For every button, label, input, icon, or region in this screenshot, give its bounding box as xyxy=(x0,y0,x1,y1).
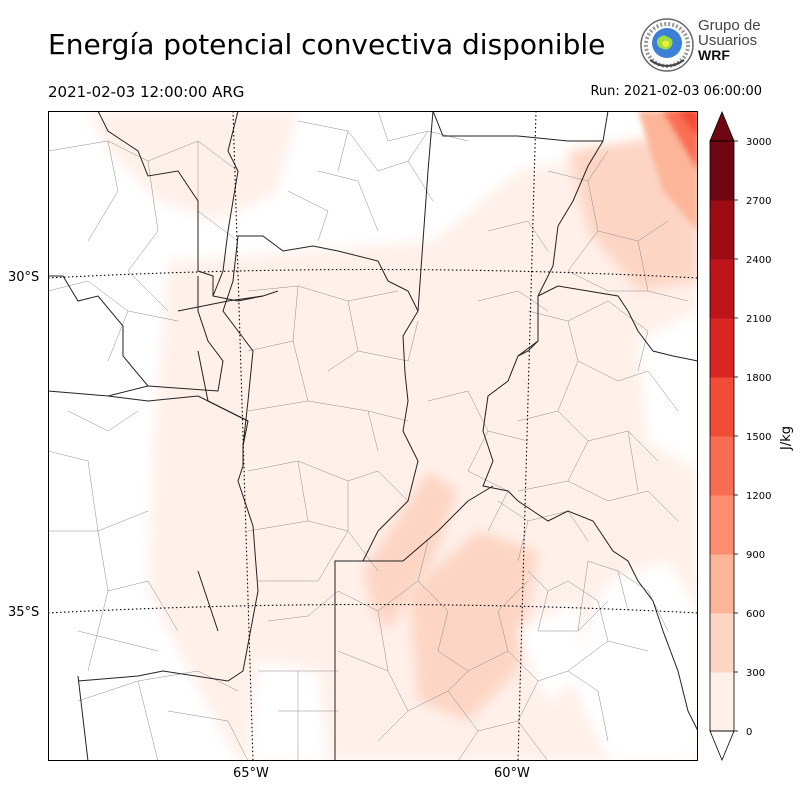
department-borders xyxy=(48,111,689,761)
colorbar-tick-label: 2100 xyxy=(746,314,771,325)
logo-line-1: Grupo de xyxy=(698,17,761,34)
lon-label-60w: 60°W xyxy=(494,766,530,781)
colorbar-bin xyxy=(710,259,734,319)
globe-seal-icon xyxy=(640,18,694,72)
logo-text: Grupo de Usuarios WRF xyxy=(698,18,761,63)
run-time: Run: 2021-02-03 06:00:00 xyxy=(590,84,762,99)
colorbar-extend-max xyxy=(709,110,735,142)
graticule-lat-30s xyxy=(48,268,698,279)
colorbar-bin xyxy=(710,554,734,614)
colorbar-bin xyxy=(710,613,734,673)
colorbar-unit: J/kg xyxy=(779,426,794,451)
colorbar-bin xyxy=(710,377,734,437)
colorbar-tick-label: 0 xyxy=(746,727,752,738)
valid-time: 2021-02-03 12:00:00 ARG xyxy=(48,83,245,101)
colorbar-tick-label: 1800 xyxy=(746,373,771,384)
lat-label-30s: 30°S xyxy=(8,270,40,285)
colorbar-bin xyxy=(710,672,734,732)
colorbar-tick-label: 2400 xyxy=(746,255,771,266)
graticule-lon-65w xyxy=(232,111,254,761)
colorbar-tick-label: 2700 xyxy=(746,196,771,207)
colorbar-bin xyxy=(710,318,734,378)
colorbar-bin xyxy=(710,141,734,201)
map-frame xyxy=(48,111,698,761)
colorbar-extend-min xyxy=(709,730,735,762)
graticule xyxy=(48,111,698,761)
colorbar-bin xyxy=(710,436,734,496)
colorbar-bin xyxy=(710,495,734,555)
colorbar-tick-label: 1500 xyxy=(746,432,771,443)
colorbar-bin xyxy=(710,200,734,260)
lat-label-35s: 35°S xyxy=(8,605,40,620)
logo-line-3: WRF xyxy=(698,47,730,63)
graticule-lon-60w xyxy=(517,111,537,761)
grupo-usuarios-wrf-logo: Grupo de Usuarios WRF xyxy=(638,16,770,74)
cape-map xyxy=(48,111,698,761)
colorbar-tick-label: 1200 xyxy=(746,491,771,502)
map-title: Energía potencial convectiva disponible xyxy=(48,28,606,61)
colorbar-tick-label: 3000 xyxy=(746,137,771,148)
logo-line-2: Usuarios xyxy=(698,32,758,49)
colorbar-tick-label: 600 xyxy=(746,609,765,620)
graticule-lat-35s xyxy=(48,603,698,614)
province-borders xyxy=(48,111,698,761)
lon-label-65w: 65°W xyxy=(233,766,269,781)
colorbar-tick-label: 900 xyxy=(746,550,765,561)
colorbar-bins xyxy=(709,110,735,762)
colorbar-tick-label: 300 xyxy=(746,668,765,679)
cape-field xyxy=(88,111,698,761)
